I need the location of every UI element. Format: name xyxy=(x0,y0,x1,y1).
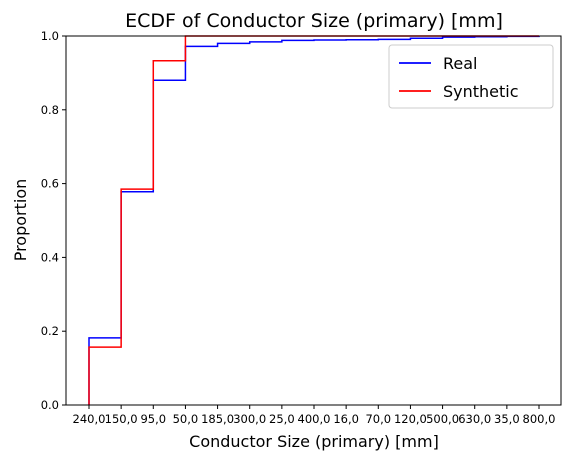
x-tick-label: 25,0 xyxy=(269,412,295,426)
y-tick-label: 1.0 xyxy=(41,29,59,43)
y-tick-label: 0.4 xyxy=(41,250,59,264)
x-tick-label: 630,0 xyxy=(458,412,491,426)
y-tick-label: 0.2 xyxy=(41,324,59,338)
legend-box xyxy=(388,44,554,109)
legend-label-synthetic: Synthetic xyxy=(443,82,519,101)
legend-label-real: Real xyxy=(443,54,478,73)
chart-title: ECDF of Conductor Size (primary) [mm] xyxy=(125,10,503,32)
y-tick-label: 0.8 xyxy=(41,103,59,117)
x-tick-label: 150,0 xyxy=(105,412,138,426)
x-tick-label: 120,0 xyxy=(394,412,427,426)
x-tick-label: 500,0 xyxy=(426,412,459,426)
x-axis-label: Conductor Size (primary) [mm] xyxy=(189,432,439,451)
x-tick-label: 50,0 xyxy=(173,412,199,426)
x-tick-label: 70,0 xyxy=(365,412,391,426)
y-axis-label: Proportion xyxy=(11,179,30,262)
x-tick-label: 240,0 xyxy=(73,412,106,426)
x-tick-label: 185,0 xyxy=(201,412,234,426)
y-axis-ticks: 0.0 0.2 0.4 0.6 0.8 1.0 xyxy=(41,29,66,412)
legend: Real Synthetic xyxy=(388,44,554,109)
x-tick-label: 300,0 xyxy=(233,412,266,426)
y-tick-label: 0.0 xyxy=(41,398,59,412)
x-tick-label: 800,0 xyxy=(523,412,556,426)
x-tick-label: 16,0 xyxy=(333,412,359,426)
x-tick-label: 400,0 xyxy=(298,412,331,426)
x-tick-label: 95,0 xyxy=(140,412,166,426)
x-axis-ticks: 240,0 150,0 95,0 50,0 185,0 300,0 25,0 400,0 16,… xyxy=(73,405,556,426)
y-tick-label: 0.6 xyxy=(41,177,59,191)
x-tick-label: 35,0 xyxy=(494,412,520,426)
